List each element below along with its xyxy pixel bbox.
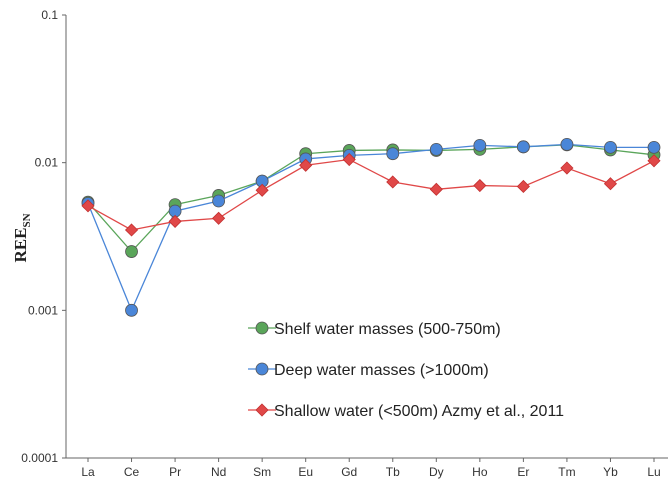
series-2	[81, 137, 661, 317]
x-tick-label: Yb	[603, 465, 618, 479]
data-point	[81, 199, 95, 213]
data-point	[124, 223, 139, 237]
legend-label: Shallow water (<500m) Azmy et al., 2011	[274, 403, 564, 420]
data-point	[647, 154, 661, 168]
series-line	[87, 158, 655, 231]
x-tick-label: Dy	[429, 465, 444, 479]
data-point	[603, 177, 618, 191]
legend-marker	[255, 321, 269, 335]
series-line	[87, 144, 655, 253]
data-point	[429, 142, 443, 156]
x-tick-label: Tm	[558, 465, 575, 479]
axes	[65, 15, 668, 459]
y-axis-label-main: REE	[11, 228, 30, 263]
data-point	[168, 214, 182, 228]
data-point	[125, 303, 138, 317]
x-tick-label: Ho	[472, 465, 488, 479]
legend-marker	[255, 362, 269, 376]
x-tick-label: Eu	[298, 465, 313, 479]
y-tick-label: 0.0001	[21, 451, 58, 465]
y-tick-label: 0.001	[28, 303, 58, 317]
series-1	[81, 138, 661, 258]
data-point	[473, 178, 487, 193]
y-axis-label: REESN	[11, 213, 33, 262]
y-tick-label: 0.1	[41, 8, 58, 22]
x-tick-label: Nd	[211, 465, 226, 479]
y-ticks: 0.0001 0.001 0.01 0.1	[21, 8, 66, 465]
data-point	[255, 183, 269, 197]
data-point	[386, 147, 400, 161]
data-point	[647, 140, 661, 154]
x-tick-label: Sm	[253, 465, 271, 479]
y-tick-label: 0.01	[35, 156, 59, 170]
x-tick-label: Gd	[341, 465, 357, 479]
data-point	[212, 211, 226, 225]
legend-item: Deep water masses (>1000m)	[248, 362, 489, 379]
x-tick-label: Pr	[169, 465, 181, 479]
data-point	[212, 194, 226, 208]
x-tick-label: La	[81, 465, 95, 479]
series-group	[81, 137, 661, 317]
legend: Shelf water masses (500-750m) Deep water …	[248, 321, 564, 420]
series-line	[87, 143, 654, 313]
data-point	[342, 152, 356, 167]
data-point	[386, 175, 400, 189]
data-point	[560, 161, 574, 175]
x-tick-label: Tb	[386, 465, 400, 479]
data-point	[516, 140, 530, 154]
series-3	[81, 152, 661, 237]
legend-label: Deep water masses (>1000m)	[274, 362, 489, 379]
data-point	[473, 138, 487, 152]
data-point	[604, 140, 617, 154]
data-point	[516, 179, 530, 194]
legend-label: Shelf water masses (500-750m)	[274, 321, 501, 338]
x-tick-label: Lu	[647, 465, 660, 479]
legend-item: Shelf water masses (500-750m)	[248, 321, 501, 338]
x-tick-label: Ce	[124, 465, 140, 479]
legend-marker	[255, 403, 269, 417]
data-point	[429, 182, 443, 196]
legend-item: Shallow water (<500m) Azmy et al., 2011	[248, 403, 564, 420]
y-axis-label-subscript: SN	[21, 213, 33, 227]
data-point	[299, 158, 313, 172]
data-point	[125, 245, 138, 258]
x-tick-label: Er	[517, 465, 529, 479]
x-ticks: La Ce Pr Nd Sm Eu Gd Tb Dy Ho Er Tm Yb Lu	[81, 458, 661, 479]
data-point	[560, 137, 574, 151]
